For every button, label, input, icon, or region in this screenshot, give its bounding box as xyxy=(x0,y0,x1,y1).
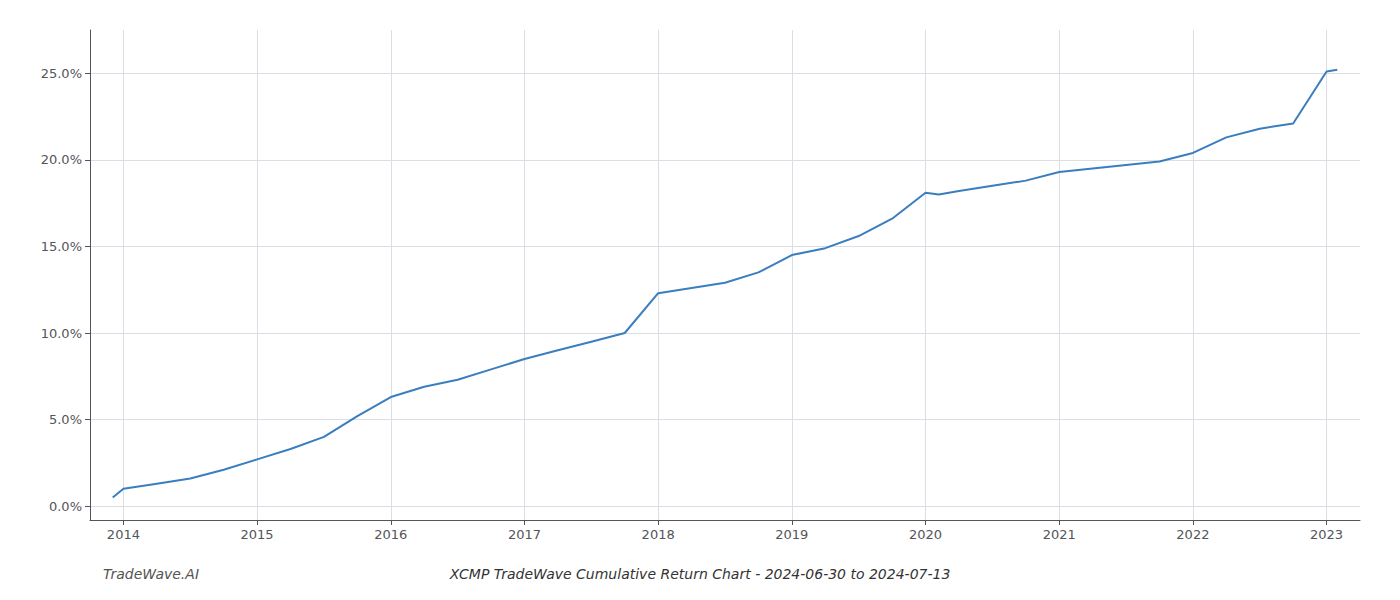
svg-text:2021: 2021 xyxy=(1043,527,1076,542)
svg-text:2020: 2020 xyxy=(909,527,942,542)
svg-text:2018: 2018 xyxy=(642,527,675,542)
svg-text:2015: 2015 xyxy=(241,527,274,542)
svg-text:XCMP TradeWave Cumulative Retu: XCMP TradeWave Cumulative Return Chart -… xyxy=(449,566,951,582)
svg-text:25.0%: 25.0% xyxy=(41,66,82,81)
svg-text:15.0%: 15.0% xyxy=(41,239,82,254)
svg-text:20.0%: 20.0% xyxy=(41,152,82,167)
svg-text:2016: 2016 xyxy=(374,527,407,542)
svg-text:0.0%: 0.0% xyxy=(49,499,82,514)
svg-text:2019: 2019 xyxy=(775,527,808,542)
svg-text:10.0%: 10.0% xyxy=(41,326,82,341)
svg-text:2022: 2022 xyxy=(1176,527,1209,542)
svg-text:TradeWave.AI: TradeWave.AI xyxy=(103,566,199,582)
svg-text:2017: 2017 xyxy=(508,527,541,542)
svg-text:5.0%: 5.0% xyxy=(49,412,82,427)
svg-text:2014: 2014 xyxy=(107,527,140,542)
svg-text:2023: 2023 xyxy=(1310,527,1343,542)
